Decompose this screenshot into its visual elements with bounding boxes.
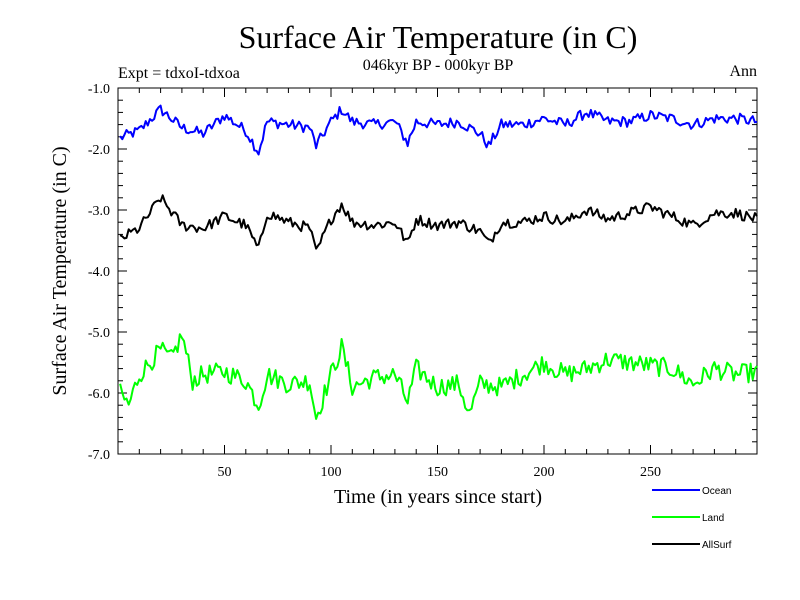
season-label: Ann bbox=[729, 63, 757, 80]
x-tick-label: 150 bbox=[427, 465, 448, 480]
series-line-ocean bbox=[119, 104, 758, 156]
x-tick-label: 100 bbox=[321, 465, 342, 480]
y-axis-label: Surface Air Temperature (in C) bbox=[49, 146, 71, 395]
series-line-allsurf bbox=[119, 194, 758, 250]
y-tick-label: -6.0 bbox=[88, 387, 110, 402]
series-line-land bbox=[119, 333, 758, 420]
x-axis-label: Time (in years since start) bbox=[334, 486, 542, 508]
legend-label-allsurf: AllSurf bbox=[702, 540, 732, 551]
y-tick-label: -7.0 bbox=[88, 448, 110, 463]
x-tick-label: 50 bbox=[218, 465, 232, 480]
x-tick-label: 250 bbox=[640, 465, 661, 480]
y-tick-label: -4.0 bbox=[88, 265, 110, 280]
y-axis-ticks: -1.0 -2.0 -3.0 -4.0 -5.0 -6.0 -7.0 bbox=[88, 82, 757, 463]
plot-frame bbox=[117, 87, 758, 455]
chart-title: Surface Air Temperature (in C) bbox=[239, 19, 638, 55]
y-tick-label: -2.0 bbox=[88, 143, 110, 158]
legend-label-ocean: Ocean bbox=[702, 486, 731, 497]
legend: Ocean Land AllSurf bbox=[652, 486, 732, 551]
x-axis-ticks: 50 100 150 200 250 bbox=[138, 88, 737, 480]
legend-label-land: Land bbox=[702, 513, 724, 524]
series-layer bbox=[119, 104, 758, 420]
x-tick-label: 200 bbox=[534, 465, 555, 480]
y-tick-label: -1.0 bbox=[88, 82, 110, 97]
y-tick-label: -5.0 bbox=[88, 326, 110, 341]
chart-subtitle: 046kyr BP - 000kyr BP bbox=[363, 57, 514, 74]
y-tick-label: -3.0 bbox=[88, 204, 110, 219]
experiment-label: Expt = tdxoI-tdxoa bbox=[118, 65, 240, 82]
